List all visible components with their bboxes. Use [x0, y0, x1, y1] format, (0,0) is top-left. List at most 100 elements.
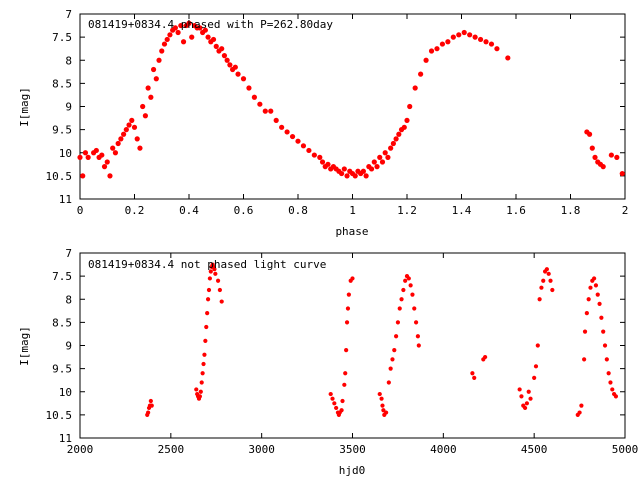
- data-point: [388, 366, 393, 371]
- data-point: [393, 136, 399, 142]
- x-axis-ticks: 2000 2500 3000 3500 4000 4500 5000: [67, 253, 639, 456]
- data-point: [371, 159, 377, 165]
- data-point: [203, 338, 208, 343]
- data-point: [395, 320, 401, 325]
- data-point: [346, 292, 351, 297]
- data-point: [589, 145, 595, 151]
- data-point: [524, 401, 530, 406]
- data-point: [582, 329, 588, 334]
- data-point: [505, 55, 511, 61]
- x-tick-label: 2500: [158, 443, 185, 456]
- data-point: [311, 152, 317, 158]
- x-axis-label: hjd0: [339, 464, 366, 477]
- data-point: [595, 292, 600, 297]
- data-point: [483, 354, 488, 360]
- data-point: [167, 32, 173, 38]
- data-point: [541, 278, 546, 283]
- data-point: [221, 53, 228, 59]
- y-tick-label: 8.5: [52, 316, 72, 329]
- data-point: [107, 173, 113, 179]
- data-points: [77, 20, 625, 179]
- y-axis-label: I[mag]: [18, 326, 31, 366]
- data-point: [386, 380, 391, 385]
- data-point: [219, 46, 225, 52]
- data-point: [522, 405, 528, 411]
- data-point: [613, 394, 619, 399]
- x-tick-label: 2: [622, 204, 629, 217]
- data-point: [472, 34, 478, 40]
- data-point: [488, 41, 495, 47]
- data-point: [319, 159, 326, 165]
- data-point: [352, 173, 358, 179]
- data-point: [328, 391, 333, 397]
- data-point: [586, 131, 593, 137]
- data-point: [131, 124, 138, 130]
- data-point: [279, 124, 285, 130]
- x-tick-label: 5000: [612, 443, 639, 456]
- data-point: [407, 103, 413, 110]
- data-point: [317, 154, 323, 160]
- x-axis-label: phase: [335, 225, 368, 238]
- data-point: [137, 145, 143, 151]
- y-tick-label: 10: [59, 386, 72, 399]
- data-point: [140, 103, 146, 110]
- data-point: [262, 108, 268, 114]
- data-point: [593, 283, 599, 288]
- data-point: [477, 36, 484, 43]
- data-point: [579, 403, 584, 408]
- data-point: [384, 410, 389, 415]
- data-point: [210, 36, 217, 43]
- data-point: [224, 57, 230, 63]
- data-point: [208, 269, 213, 274]
- data-point: [189, 34, 195, 40]
- x-axis-ticks: 0 0.2 0.4 0.6 0.8 1 1.2 1.4 1.6 1.8 2: [77, 14, 629, 217]
- data-point: [577, 410, 582, 415]
- data-point: [410, 292, 415, 297]
- data-point: [588, 285, 593, 290]
- data-point: [240, 76, 247, 82]
- data-point: [601, 329, 606, 334]
- data-point: [205, 311, 210, 316]
- data-point: [215, 278, 221, 283]
- data-point: [602, 343, 608, 348]
- data-point: [374, 164, 380, 170]
- x-tick-label: 1.8: [561, 204, 581, 217]
- data-point: [235, 71, 241, 77]
- data-point: [330, 396, 335, 401]
- data-point: [404, 117, 410, 123]
- data-point: [483, 39, 489, 45]
- data-point: [295, 138, 301, 144]
- y-tick-label: 7: [65, 8, 72, 21]
- data-point: [418, 71, 424, 77]
- data-point: [340, 398, 345, 404]
- data-point: [77, 154, 83, 160]
- data-point: [439, 41, 446, 47]
- y-axis-label: I[mag]: [18, 87, 31, 127]
- data-point: [379, 159, 386, 165]
- data-point: [472, 375, 477, 380]
- data-point: [345, 306, 351, 311]
- data-point: [390, 357, 395, 362]
- data-point: [150, 66, 157, 73]
- data-point: [115, 140, 121, 147]
- data-point: [213, 271, 218, 276]
- data-point: [212, 267, 217, 272]
- chart-title: 081419+0834.4 not phased light curve: [88, 258, 326, 271]
- data-point: [380, 403, 385, 408]
- unphased-light-curve-chart: 2000 2500 3000 3500 4000 4500 5000 7 7.5 8 8.5 9 9.…: [18, 247, 638, 477]
- data-point: [344, 320, 350, 325]
- data-point: [412, 85, 418, 91]
- data-point: [246, 85, 252, 91]
- data-point: [178, 22, 184, 29]
- y-tick-label: 7.5: [52, 31, 72, 44]
- data-point: [532, 375, 537, 380]
- data-point: [341, 166, 347, 172]
- data-point: [533, 364, 539, 369]
- y-tick-label: 11: [59, 193, 72, 206]
- data-point: [394, 334, 399, 339]
- phased-light-curve-chart: 0 0.2 0.4 0.6 0.8 1 1.2 1.4 1.6 1.8 2 7 7.5 8 8.5 9 9.5…: [18, 8, 628, 238]
- data-point: [199, 380, 204, 385]
- data-point: [194, 387, 199, 392]
- data-point: [606, 371, 611, 376]
- y-tick-label: 8: [65, 293, 72, 306]
